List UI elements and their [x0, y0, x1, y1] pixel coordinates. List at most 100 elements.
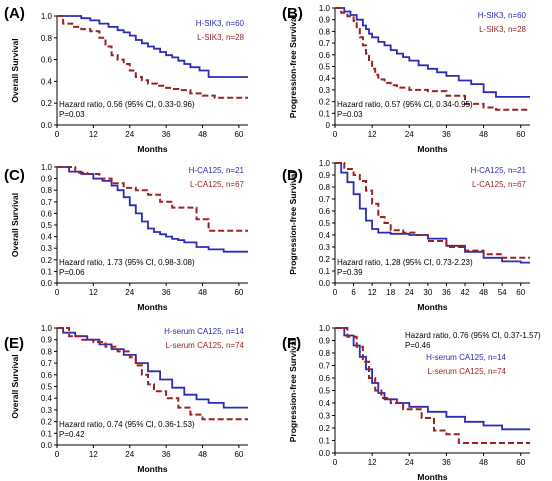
y-tick-label: 0.9	[319, 171, 331, 180]
y-tick-label: 0.3	[319, 86, 331, 95]
y-tick-label: 0.9	[41, 336, 53, 345]
panel-b: (B) 0 12 24 36 48 60 0 0.1 0.2 0.3 0.4 0.5 0.6 0.7 0.8 0…	[282, 4, 530, 154]
y-tick-label: 0.1	[319, 267, 331, 276]
x-tick-label: 0	[333, 458, 338, 467]
x-tick-label: 24	[125, 288, 134, 297]
x-tick-label: 30	[423, 288, 432, 297]
y-tick-label: 0.3	[319, 412, 331, 421]
y-tick-label: 0.6	[319, 207, 331, 216]
x-tick-label: 0	[333, 288, 338, 297]
y-tick-label: 0.7	[319, 39, 331, 48]
x-tick-label: 0	[333, 130, 338, 139]
km-curve-low	[57, 327, 248, 421]
y-tick-label: 0.5	[319, 219, 331, 228]
x-tick-label: 42	[461, 288, 470, 297]
y-tick-label: 0.5	[319, 63, 331, 72]
legend-entry: L-CA125, n=67	[472, 180, 527, 189]
hazard-ratio-text: Hazard ratio, 0.56 (95% CI, 0.33-0.96)	[59, 100, 195, 109]
y-tick-label: 0.9	[41, 175, 53, 184]
y-axis-title: Progression-free Survival	[288, 339, 298, 442]
y-tick-label: 0.6	[41, 209, 53, 218]
x-axis-title: Months	[417, 144, 447, 154]
legend-entry: L-serum CA125, n=74	[166, 341, 245, 350]
x-tick-label: 60	[516, 458, 525, 467]
p-value-text: P=0.03	[59, 110, 85, 119]
y-tick-label: 0.2	[319, 424, 331, 433]
legend-entry: L-SIK3, n=28	[197, 33, 244, 42]
y-tick-label: 1.0	[41, 324, 53, 333]
y-tick-label: 0.6	[319, 51, 331, 60]
y-tick-label: 0.3	[41, 244, 53, 253]
legend-entry: L-serum CA125, n=74	[428, 367, 507, 376]
y-tick-label: 0.5	[41, 221, 53, 230]
x-tick-label: 48	[479, 458, 488, 467]
x-axis-title: Months	[137, 464, 167, 474]
x-tick-label: 0	[55, 130, 60, 139]
panel-label: (D)	[282, 167, 303, 184]
x-tick-label: 36	[442, 458, 451, 467]
x-tick-label: 36	[442, 130, 451, 139]
x-tick-label: 6	[351, 288, 356, 297]
km-curve-high	[57, 327, 248, 409]
x-tick-label: 12	[368, 458, 377, 467]
x-tick-label: 36	[162, 288, 171, 297]
km-curve-low	[335, 162, 530, 259]
panel-d: (D) 0 6 12 18 24 30 36 42 48 54 60 0.0 0.1 0.2 0.3 0.4 0.…	[282, 159, 530, 312]
x-tick-label: 18	[386, 288, 395, 297]
y-tick-label: 1.0	[41, 12, 53, 21]
x-axis-title: Months	[137, 144, 167, 154]
y-tick-label: 0.7	[41, 359, 53, 368]
panel-f: (F) 0 12 24 36 48 60 0.0 0.1 0.2 0.3 0.4 0.5 0.6 0.7 0.…	[282, 324, 541, 481]
y-tick-label: 0.8	[319, 27, 331, 36]
y-axis-title: Progression-free Survival	[288, 15, 298, 118]
y-tick-label: 0.1	[319, 109, 331, 118]
y-tick-label: 0.5	[41, 383, 53, 392]
x-tick-label: 54	[498, 288, 507, 297]
x-tick-label: 60	[234, 450, 243, 459]
y-tick-label: 0.2	[319, 255, 331, 264]
hazard-ratio-text: Hazard ratio, 1.73 (95% CI, 0.98-3.08)	[59, 258, 195, 267]
hazard-ratio-text: Hazard ratio, 0.57 (95% CI, 0.34-0.95)	[337, 100, 473, 109]
x-tick-label: 60	[516, 288, 525, 297]
x-tick-label: 24	[125, 130, 134, 139]
y-axis-title: Overall Survival	[10, 354, 20, 418]
panel-label: (F)	[282, 335, 301, 352]
x-tick-label: 12	[368, 130, 377, 139]
panel-label: (E)	[4, 335, 24, 352]
y-tick-label: 0.8	[319, 349, 331, 358]
y-tick-label: 0.3	[319, 243, 331, 252]
panel-label: (C)	[4, 167, 25, 184]
x-tick-label: 36	[442, 288, 451, 297]
x-tick-label: 48	[479, 288, 488, 297]
x-tick-label: 48	[198, 450, 207, 459]
km-curve-high	[335, 327, 530, 431]
km-curve-low	[335, 327, 530, 444]
y-tick-label: 0.6	[41, 371, 53, 380]
x-axis-title: Months	[137, 302, 167, 312]
legend-entry: H-SIK3, n=60	[478, 11, 527, 20]
y-tick-label: 0.0	[41, 441, 53, 450]
panel-label: (A)	[4, 5, 25, 22]
y-tick-label: 0.4	[319, 231, 331, 240]
x-tick-label: 0	[55, 450, 60, 459]
legend-entry: H-CA125, n=21	[189, 166, 245, 175]
y-tick-label: 0.7	[319, 195, 331, 204]
km-curve-low	[57, 166, 248, 232]
y-tick-label: 0.8	[41, 34, 53, 43]
km-curve-high	[335, 7, 530, 98]
x-axis-title: Months	[417, 472, 447, 481]
panel-label: (B)	[282, 5, 303, 22]
x-tick-label: 24	[405, 288, 414, 297]
km-curve-low	[335, 7, 530, 111]
y-tick-label: 0.6	[319, 374, 331, 383]
y-tick-label: 0.1	[41, 267, 53, 276]
x-tick-label: 0	[55, 288, 60, 297]
y-tick-label: 1.0	[41, 163, 53, 172]
km-curve-low	[57, 15, 248, 99]
y-tick-label: 0.0	[319, 449, 331, 458]
hazard-ratio-text: Hazard ratio, 0.74 (95% CI, 0.36-1.53)	[59, 420, 195, 429]
x-tick-label: 60	[516, 130, 525, 139]
x-tick-label: 60	[234, 130, 243, 139]
km-curve-high	[335, 162, 530, 264]
y-tick-label: 0.0	[41, 121, 53, 130]
